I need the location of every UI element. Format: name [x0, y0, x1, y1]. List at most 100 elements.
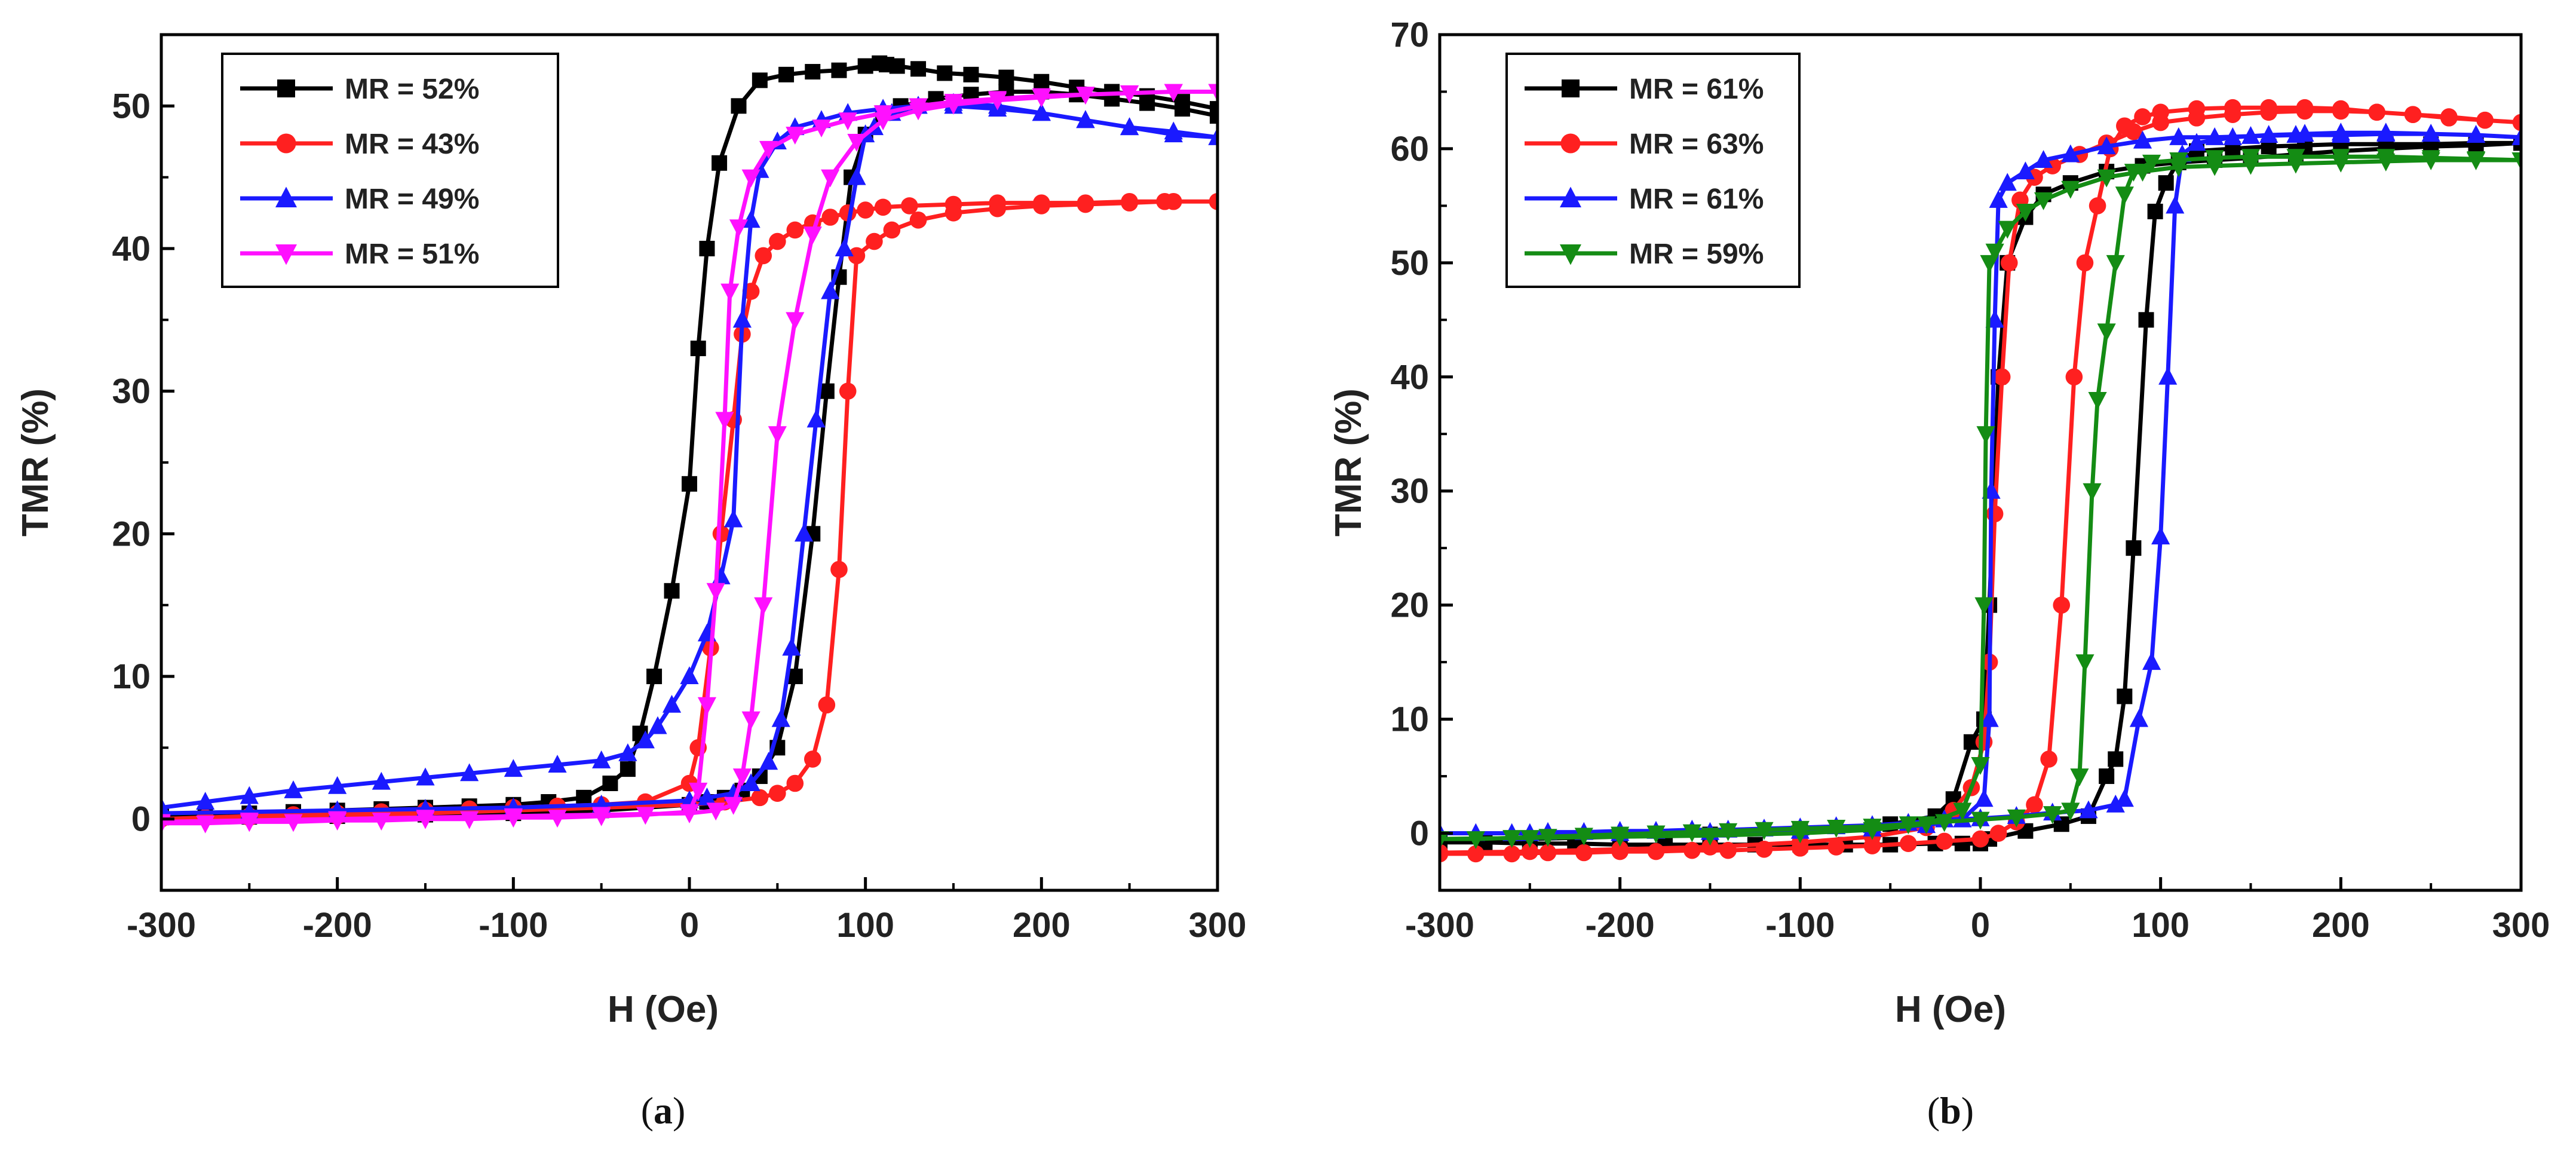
data-point [1899, 816, 1918, 835]
x-tick-label: 0 [680, 906, 699, 945]
data-point [1032, 90, 1051, 108]
y-tick-label: 50 [112, 87, 151, 125]
data-point [752, 72, 768, 88]
data-point [2134, 108, 2151, 125]
data-point [328, 811, 347, 829]
data-point [2117, 688, 2133, 704]
data-point [1989, 825, 2007, 842]
panel-caption: (a) [641, 1089, 686, 1132]
data-point [1164, 124, 1183, 143]
data-point [804, 750, 821, 768]
data-point [328, 776, 347, 794]
data-point [2421, 152, 2440, 170]
data-point [2223, 127, 2242, 145]
data-point [771, 709, 790, 727]
y-tick-label: 0 [131, 800, 151, 839]
data-point [636, 730, 655, 749]
data-point [839, 382, 857, 400]
data-point [1998, 220, 2017, 239]
data-point [2331, 154, 2350, 173]
legend-label: MR = 43% [345, 128, 479, 160]
data-point [680, 666, 699, 684]
data-point [2332, 102, 2350, 120]
data-point [690, 341, 706, 357]
y-tick-label: 10 [112, 657, 151, 696]
y-tick-label: 30 [112, 372, 151, 411]
y-tick-label: 10 [1390, 700, 1429, 739]
data-point [1974, 597, 1994, 615]
data-point [2241, 157, 2261, 175]
data-point [937, 65, 953, 81]
data-point [910, 61, 927, 77]
data-point [1077, 195, 1094, 213]
series-a-4 [161, 84, 1218, 834]
data-point [416, 767, 435, 786]
data-point [2169, 159, 2188, 177]
x-tick-label: 200 [2312, 906, 2370, 945]
data-point [1998, 173, 2017, 191]
y-tick-label: 40 [112, 229, 151, 268]
y-tick-label: 50 [1390, 244, 1429, 283]
data-point [1719, 823, 1738, 841]
data-point [2115, 186, 2134, 205]
data-point [2079, 800, 2098, 819]
data-point [1164, 84, 1183, 102]
data-point [857, 201, 874, 219]
data-point [2133, 130, 2152, 149]
data-point [1647, 843, 1665, 860]
data-point [2368, 103, 2385, 121]
y-axis-title: TMR (%) [1328, 388, 1369, 537]
data-point [2026, 796, 2043, 814]
data-point [2126, 540, 2142, 556]
data-point [2286, 125, 2305, 143]
panel-caption: (b) [1927, 1089, 1974, 1132]
data-point [751, 789, 769, 807]
data-point [1467, 845, 1485, 863]
legend-item: MR = 61% [1525, 183, 1764, 215]
data-point [2205, 158, 2224, 176]
data-point [731, 98, 747, 114]
series-line [1440, 154, 2521, 841]
data-point [782, 638, 801, 656]
data-point [821, 281, 840, 299]
data-point [620, 761, 636, 777]
legend-marker [1560, 133, 1581, 154]
data-point [889, 58, 905, 74]
data-point [1700, 828, 1720, 846]
legend-item: MR = 61% [1525, 73, 1764, 105]
data-point [2241, 126, 2261, 144]
data-point [1466, 831, 1485, 849]
data-point [2016, 161, 2035, 180]
data-point [909, 211, 927, 229]
data-point [1755, 822, 1774, 840]
data-point [2097, 136, 2116, 155]
data-point [1208, 84, 1218, 102]
data-point [2166, 195, 2185, 214]
data-point [416, 810, 435, 828]
data-point [759, 752, 778, 770]
data-point [240, 813, 259, 831]
y-tick-label: 70 [1390, 16, 1429, 54]
data-point [2040, 750, 2057, 768]
legend-marker [1560, 186, 1581, 207]
data-point [1985, 243, 2004, 262]
data-point [1701, 838, 1719, 856]
data-point [2376, 124, 2396, 142]
data-point [2070, 768, 2089, 786]
data-point [1900, 835, 1917, 853]
data-point [548, 810, 567, 828]
data-point [883, 221, 901, 239]
legend-label: MR = 61% [1629, 73, 1764, 105]
data-point [664, 583, 680, 599]
data-point [874, 198, 892, 216]
data-point [2138, 312, 2154, 328]
data-point [821, 209, 839, 226]
data-point [2147, 203, 2163, 219]
data-point [2083, 483, 2102, 501]
data-point [689, 782, 708, 801]
data-point [1936, 832, 1953, 850]
data-point [2061, 802, 2080, 821]
data-point [504, 808, 523, 826]
data-point [754, 597, 773, 615]
